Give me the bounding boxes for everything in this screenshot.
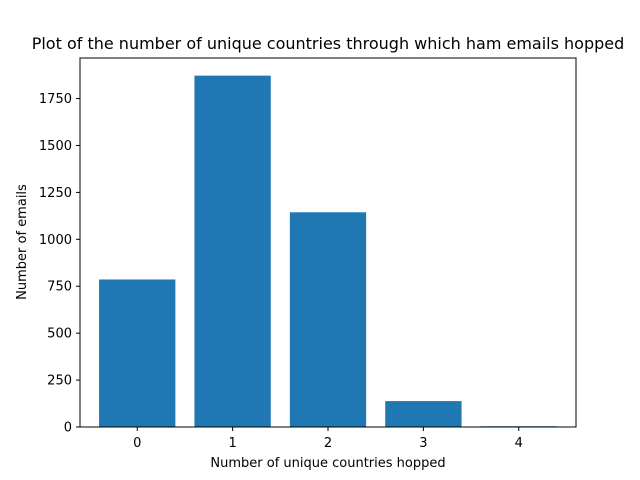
y-tick-label: 500 [47,327,72,342]
y-tick-label: 250 [47,374,72,389]
x-tick-label: 1 [228,436,236,451]
x-tick-label: 4 [515,436,523,451]
y-axis-label: Number of emails [15,184,30,300]
y-tick-label: 1750 [39,92,72,107]
bar-3 [385,401,462,427]
x-tick-label: 2 [324,436,332,451]
y-axis: 0 250 500 750 1000 1250 1500 1750 [39,92,80,436]
bar-1 [194,75,271,427]
bars-group [99,75,557,427]
x-axis: 0 1 2 3 4 [133,427,523,451]
x-axis-label: Number of unique countries hopped [210,456,445,471]
chart-title: Plot of the number of unique countries t… [32,34,625,53]
y-tick-label: 1500 [39,139,72,154]
y-tick-label: 1000 [39,233,72,248]
y-tick-label: 1250 [39,186,72,201]
y-tick-label: 0 [64,421,72,436]
x-tick-label: 3 [419,436,427,451]
x-tick-label: 0 [133,436,141,451]
y-tick-label: 750 [47,280,72,295]
bar-2 [289,212,367,427]
bar-0 [99,279,176,427]
